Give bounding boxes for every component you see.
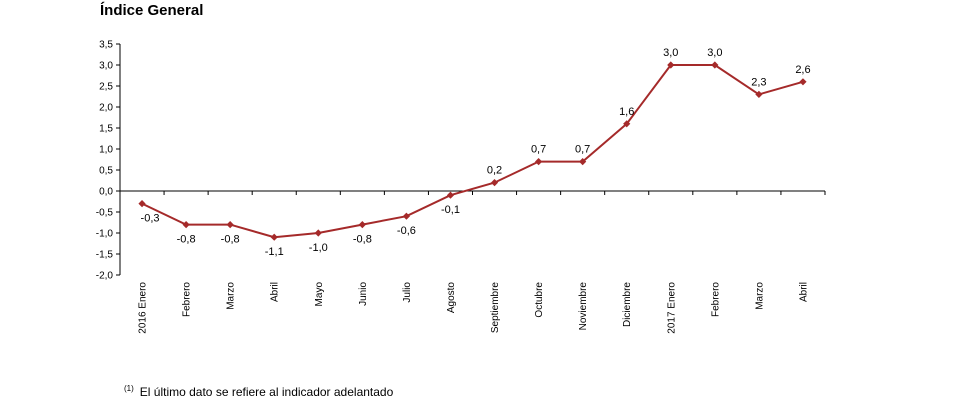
data-point [579, 158, 587, 166]
y-tick-label: 1,5 [99, 124, 113, 135]
y-tick-label: -1,0 [96, 229, 114, 240]
data-label: -1,0 [309, 242, 328, 254]
x-category-label: Noviembre [578, 282, 589, 331]
footnote: (1) El último dato se refiere al indicado… [124, 384, 393, 399]
data-point [314, 229, 322, 237]
data-point [755, 90, 763, 98]
data-labels: -0,3 -0,8 -0,8 -1,1 -1,0 -0,8 -0,6 -0,1 0,2 0,7 0,… [141, 47, 811, 258]
series [138, 61, 807, 241]
x-category-label: Septiembre [490, 282, 501, 334]
data-point [799, 78, 807, 86]
footnote-text: El último dato se refiere al indicador a… [139, 385, 394, 399]
data-point [226, 221, 234, 229]
x-category-label: Agosto [446, 282, 457, 314]
y-tick-label: 0,5 [99, 166, 113, 177]
y-tick-label: 3,5 [99, 40, 113, 51]
data-label: -1,1 [265, 246, 284, 258]
data-label: -0,8 [177, 234, 196, 246]
data-label: 1,6 [619, 106, 634, 118]
x-category-label: Diciembre [622, 282, 633, 327]
x-category-label: Junio [358, 282, 369, 306]
y-tick-label: 0,0 [99, 187, 113, 198]
x-axis-labels: 2016 Enero Febrero Marzo Abril Mayo Junio Juli… [119, 191, 826, 334]
data-label: 3,0 [663, 47, 678, 59]
x-category-label: Abril [270, 282, 281, 302]
data-label: -0,3 [141, 213, 160, 225]
data-label: -0,6 [397, 225, 416, 237]
x-category-label: Julio [402, 282, 413, 303]
x-category-label: 2016 Enero [138, 282, 149, 334]
data-label: 0,7 [531, 144, 546, 156]
data-point [182, 221, 190, 229]
data-label: -0,8 [221, 234, 240, 246]
y-axis-ticks: 3,5 3,0 2,5 2,0 1,5 1,0 0,5 0,0 -0,5 -1,0 -1,5 -2,0 [96, 40, 120, 282]
data-label: 0,2 [487, 165, 502, 177]
x-category-label: Febrero [182, 282, 193, 317]
data-label: 2,3 [751, 76, 766, 88]
data-point [270, 233, 278, 241]
y-tick-label: 1,0 [99, 145, 113, 156]
data-point [490, 179, 499, 187]
y-tick-label: 3,0 [99, 61, 113, 72]
data-point [402, 212, 411, 220]
data-label: 0,7 [575, 144, 590, 156]
chart-title: Índice General [100, 2, 204, 19]
footnote-marker: (1) [124, 384, 134, 393]
x-category-label: Mayo [314, 282, 325, 307]
x-category-label: Abril [798, 282, 809, 302]
y-tick-label: -1,5 [96, 250, 114, 261]
data-label: 2,6 [795, 64, 810, 76]
y-tick-label: 2,0 [99, 103, 113, 114]
data-label: -0,8 [353, 234, 372, 246]
data-label: -0,1 [441, 204, 460, 216]
data-point [446, 191, 455, 199]
x-category-label: Octubre [534, 282, 545, 318]
data-point [711, 61, 719, 69]
data-label: 3,0 [707, 47, 722, 59]
x-category-label: 2017 Enero [666, 282, 677, 334]
data-point [358, 221, 366, 229]
x-category-label: Marzo [754, 282, 765, 310]
x-category-label: Febrero [710, 282, 721, 317]
y-tick-label: 2,5 [99, 82, 113, 93]
data-point [534, 158, 543, 166]
x-category-label: Marzo [226, 282, 237, 310]
y-tick-label: -0,5 [96, 208, 114, 219]
data-point [667, 61, 675, 69]
y-tick-label: -2,0 [96, 271, 114, 282]
data-point [623, 120, 631, 128]
series-line [141, 64, 804, 239]
data-point [138, 200, 146, 208]
